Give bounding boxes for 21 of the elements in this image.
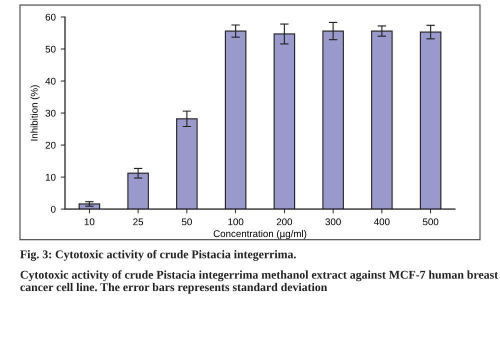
x-tick-label: 25 [133, 218, 144, 226]
text: Cytotoxic activity of crude Pistacia integerrima methanol extract against MCF-7 human breast cancer cell line. The error bars represents standard deviation [20, 270, 498, 294]
x-tick-label: 500 [422, 218, 438, 226]
y-tick-label: 10 [46, 174, 56, 181]
caption: Fig. 3: Cytotoxic activity of crude Pistacia integerrima. [20, 250, 296, 261]
x-tick-label: 200 [276, 218, 292, 226]
x-tick-label: 100 [228, 218, 244, 226]
bar [371, 30, 393, 210]
x-tick-label: 300 [325, 218, 341, 226]
y-tick-label: 60 [46, 14, 56, 21]
bar [127, 172, 149, 210]
x-axis-title: Concentration (µg/ml) [214, 230, 306, 240]
y-tick-label: 0 [50, 206, 56, 213]
y-tick-label: 20 [46, 142, 56, 149]
y-tick-label: 40 [45, 78, 56, 85]
x-tick-label: 400 [374, 218, 390, 226]
y-axis-title: Inhibition (%) [30, 85, 40, 141]
y-tick-label: 30 [46, 110, 56, 117]
y-tick-label: 50 [46, 46, 56, 53]
x-tick-label: 50 [182, 218, 192, 226]
x-tick-label: 10 [84, 218, 94, 226]
